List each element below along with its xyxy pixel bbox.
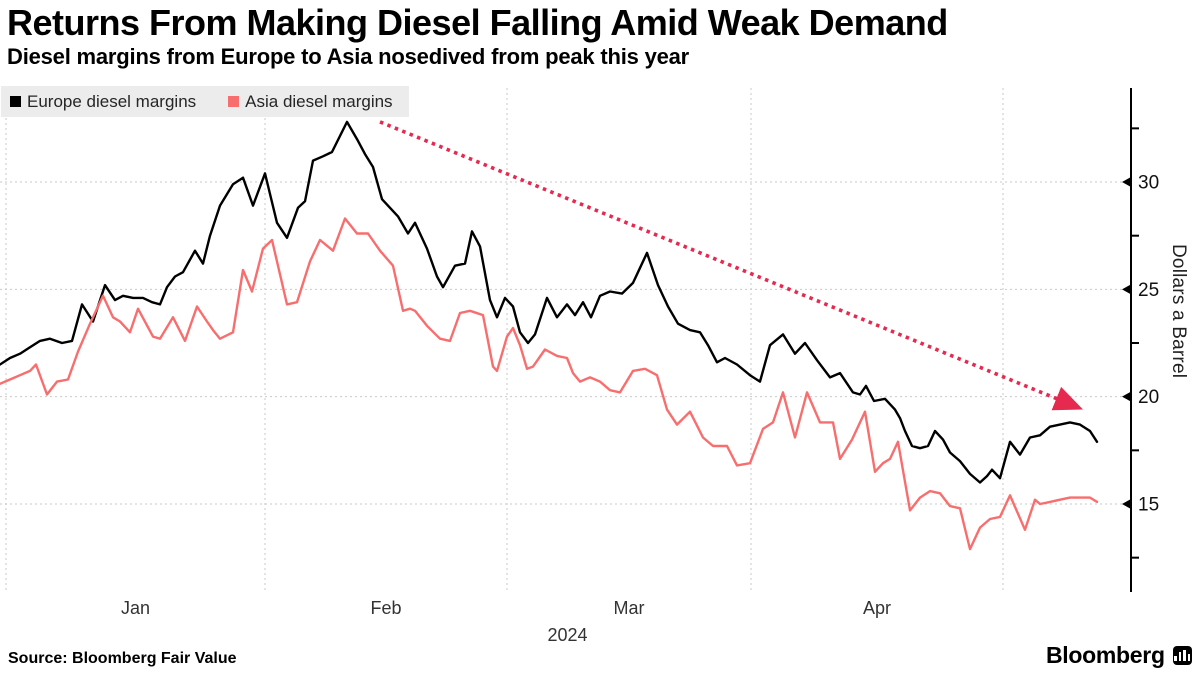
x-axis-month-label: Feb (370, 598, 401, 618)
x-axis-year-label: 2024 (547, 625, 587, 645)
page-subtitle: Diesel margins from Europe to Asia nosed… (7, 44, 690, 69)
bloomberg-terminal-icon (1172, 646, 1192, 665)
x-axis-month-label: Mar (614, 598, 645, 618)
europe-margin-line (0, 120, 1099, 484)
x-axis-month-label: Jan (121, 598, 150, 618)
europe-series-swatch (10, 96, 21, 107)
bloomberg-logo-text: Bloomberg (1046, 642, 1165, 668)
legend-label-europe: Europe diesel margins (27, 91, 197, 111)
asia-margin-line (0, 217, 1099, 551)
y-axis-tick-arrow (1122, 391, 1131, 402)
legend-label-asia: Asia diesel margins (245, 91, 393, 111)
y-axis-tick-arrow (1122, 177, 1131, 188)
legend-item-europe: Europe diesel margins (10, 92, 196, 112)
page-title: Returns From Making Diesel Falling Amid … (7, 2, 948, 43)
legend-item-asia: Asia diesel margins (228, 91, 393, 112)
y-axis-title: Dollars a Barrel (1168, 244, 1189, 379)
y-axis-tick-label: 15 (1138, 495, 1159, 516)
peak-decline-trendline (379, 120, 1083, 411)
y-axis-tick-label: 25 (1138, 280, 1159, 301)
chart-legend: Europe diesel margins Asia diesel margin… (1, 86, 409, 117)
bloomberg-logo: Bloomberg (1046, 642, 1192, 669)
asia-series-swatch (228, 96, 240, 107)
source-note: Source: Bloomberg Fair Value (8, 650, 237, 667)
y-axis-tick-label: 30 (1138, 173, 1159, 194)
y-axis-tick-arrow (1122, 284, 1131, 295)
y-axis-tick-label: 20 (1138, 387, 1159, 408)
y-axis-tick-arrow (1122, 499, 1131, 509)
x-axis-month-label: Apr (863, 598, 891, 618)
